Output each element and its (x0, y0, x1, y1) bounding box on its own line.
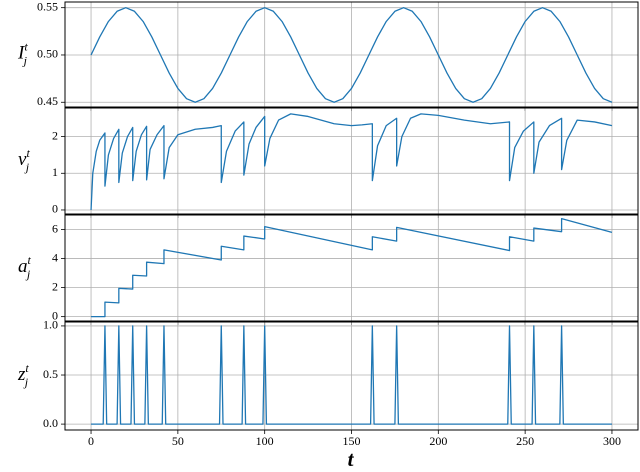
x-tick-label: 250 (516, 434, 534, 448)
axes-frame (64, 321, 639, 431)
y-tick-label: 2 (52, 279, 58, 293)
y-tick-label: 2 (52, 128, 58, 142)
y-tick-label: 0.50 (37, 47, 58, 61)
x-tick-label: 300 (603, 434, 621, 448)
axes-frame (64, 214, 639, 322)
y-tick-label: 0.5 (43, 367, 58, 381)
line (90, 7, 613, 103)
y-label-sup: t (24, 39, 28, 53)
x-tick-label: 150 (343, 434, 361, 448)
y-label-base: I (17, 43, 26, 64)
x-axis-label: t (348, 447, 355, 471)
y-label-base: a (18, 256, 28, 277)
y-label-sup: t (25, 361, 29, 375)
y-tick-label: 4 (52, 250, 58, 264)
y-tick-label: 0 (52, 202, 58, 216)
line (91, 217, 613, 318)
y-label-base: v (18, 149, 27, 170)
y-label-sub: j (22, 53, 28, 67)
line (90, 113, 613, 211)
y-tick-label: 6 (52, 221, 58, 235)
y-label-sup: t (26, 146, 30, 160)
y-tick-label: 1 (52, 165, 58, 179)
line (91, 325, 612, 425)
y-tick-label: 0.45 (37, 94, 58, 108)
y-tick-label: 1.0 (43, 318, 58, 332)
y-label-sub: j (24, 160, 30, 174)
x-tick-label: 50 (172, 434, 184, 448)
y-axis-label: at j (18, 253, 32, 281)
axes-frame (64, 1, 639, 108)
x-tick-label: 200 (429, 434, 447, 448)
y-label-base: z (17, 364, 26, 385)
y-axis-label: vt j (18, 146, 30, 174)
axes-frame (64, 107, 639, 215)
y-axis-label: zt j (17, 361, 29, 389)
x-tick-label: 0 (88, 434, 94, 448)
y-tick-label: 0.55 (37, 0, 58, 13)
y-tick-label: 0 (52, 308, 58, 322)
x-tick-label: 100 (256, 434, 274, 448)
y-tick-label: 0.0 (43, 416, 58, 430)
y-axis-label: It j (17, 39, 28, 67)
y-label-sub: j (23, 375, 29, 389)
y-label-sub: j (25, 267, 31, 281)
y-label-sup: t (28, 253, 32, 267)
